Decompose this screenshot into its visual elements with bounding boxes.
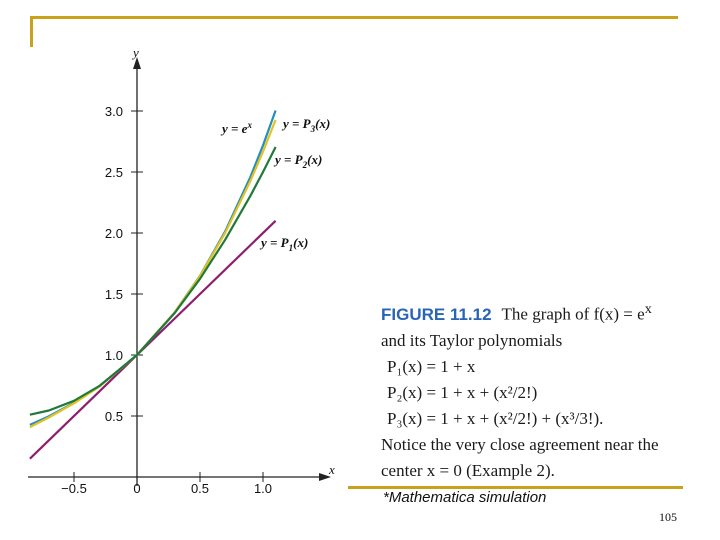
caption-poly-p2: P₂(x) = 1 + x + (x²/2!) [387,382,538,402]
y-tick-label: 0.5 [105,409,123,424]
y-tick-label: 1.5 [105,287,123,302]
caption-poly-p1: P₁(x) = 1 + x [387,356,476,376]
caption-title-exponent: x [644,301,652,317]
figure-caption: FIGURE 11.12 The graph of f(x) = ex and … [381,296,701,484]
caption-title: The graph of f(x) = e [501,304,645,324]
caption-line-6: Notice the very close agreement near the [381,434,659,454]
caption-line-1: FIGURE 11.12 The graph of f(x) = ex [381,296,701,328]
y-axis-label: y [131,45,139,60]
series-label-exp: y = ex [220,120,252,136]
caption-line-7: center x = 0 (Example 2). [381,460,555,480]
series-label-p1: y = P1(x) [259,235,308,253]
simulation-note: *Mathematica simulation [383,489,547,506]
y-tick-label: 3.0 [105,104,123,119]
figure-label: FIGURE 11.12 [381,304,492,324]
x-tick-label: 1.0 [254,481,272,496]
x-tick-label: −0.5 [61,481,87,496]
y-tick-label: 2.0 [105,226,123,241]
y-tick-label: 2.5 [105,165,123,180]
page-number: 105 [659,510,677,524]
caption-poly-p3: P₃(x) = 1 + x + (x²/2!) + (x³/3!). [387,408,604,428]
series-label-p2: y = P2(x) [273,152,322,170]
frame-bottom-border [348,486,683,489]
frame-left-border [30,16,33,47]
y-axis-arrow [133,57,141,69]
x-axis-arrow [319,473,331,481]
x-tick-label: 0 [133,481,140,496]
series-line-p1 [29,220,277,460]
series-line-p3 [29,119,277,429]
series-line-exp [29,110,277,426]
x-axis-label: x [328,462,335,477]
series-label-p3: y = P3(x) [281,116,330,134]
series-line-p2 [29,146,277,416]
y-tick-label: 1.0 [105,348,123,363]
x-tick-label: 0.5 [191,481,209,496]
frame-top-border [30,16,678,19]
caption-line-2: and its Taylor polynomials [381,330,563,350]
